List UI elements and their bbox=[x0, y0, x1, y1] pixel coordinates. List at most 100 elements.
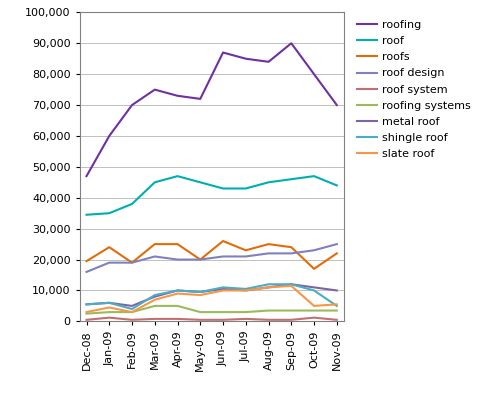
shingle roof bbox=[106, 300, 112, 305]
roof bbox=[265, 180, 271, 185]
Legend: roofing, roof, roofs, roof design, roof system, roofing systems, metal roof, shi: roofing, roof, roofs, roof design, roof … bbox=[355, 18, 473, 161]
metal roof bbox=[265, 285, 271, 290]
shingle roof bbox=[220, 285, 226, 290]
roof system bbox=[288, 317, 294, 322]
roofing systems bbox=[106, 310, 112, 315]
roof design bbox=[129, 260, 135, 265]
slate roof bbox=[106, 305, 112, 310]
slate roof bbox=[152, 297, 158, 302]
roofing bbox=[152, 87, 158, 92]
metal roof bbox=[106, 300, 112, 305]
Line: shingle roof: shingle roof bbox=[87, 284, 337, 309]
roof system bbox=[152, 316, 158, 321]
roof design bbox=[265, 251, 271, 256]
roof bbox=[334, 183, 340, 188]
roof system bbox=[311, 315, 317, 320]
shingle roof bbox=[129, 307, 135, 311]
Line: roofs: roofs bbox=[87, 241, 337, 269]
Line: roof system: roof system bbox=[87, 318, 337, 320]
roof bbox=[152, 180, 158, 185]
roofing bbox=[243, 56, 249, 61]
Line: metal roof: metal roof bbox=[87, 284, 337, 306]
slate roof bbox=[220, 288, 226, 293]
roof system bbox=[334, 317, 340, 322]
roof bbox=[311, 174, 317, 179]
roof system bbox=[197, 317, 203, 322]
roofing bbox=[311, 72, 317, 77]
roofs bbox=[152, 241, 158, 246]
roof system bbox=[84, 317, 90, 322]
Line: roof design: roof design bbox=[87, 244, 337, 272]
roof bbox=[288, 177, 294, 182]
roofing systems bbox=[197, 310, 203, 315]
metal roof bbox=[84, 302, 90, 307]
slate roof bbox=[288, 283, 294, 288]
roofing bbox=[288, 41, 294, 46]
slate roof bbox=[265, 285, 271, 290]
shingle roof bbox=[84, 302, 90, 307]
roofing systems bbox=[220, 310, 226, 315]
roof design bbox=[220, 254, 226, 259]
slate roof bbox=[174, 291, 180, 296]
roof design bbox=[174, 257, 180, 262]
Line: roofing: roofing bbox=[87, 43, 337, 176]
roofing systems bbox=[84, 311, 90, 316]
roof system bbox=[220, 317, 226, 322]
roofing systems bbox=[243, 310, 249, 315]
Line: roofing systems: roofing systems bbox=[87, 306, 337, 314]
roof design bbox=[288, 251, 294, 256]
roof bbox=[84, 212, 90, 217]
roofing systems bbox=[334, 308, 340, 313]
roof design bbox=[106, 260, 112, 265]
roofing bbox=[129, 103, 135, 108]
metal roof bbox=[220, 286, 226, 291]
roof design bbox=[197, 257, 203, 262]
roof bbox=[106, 211, 112, 216]
roofing systems bbox=[288, 308, 294, 313]
roofs bbox=[129, 260, 135, 265]
roofing bbox=[84, 174, 90, 179]
roofs bbox=[311, 267, 317, 272]
roof system bbox=[243, 316, 249, 321]
metal roof bbox=[311, 285, 317, 290]
roof bbox=[174, 174, 180, 179]
slate roof bbox=[311, 303, 317, 308]
metal roof bbox=[334, 288, 340, 293]
roofing systems bbox=[152, 303, 158, 308]
roof bbox=[129, 201, 135, 206]
roof system bbox=[129, 317, 135, 322]
roofing bbox=[174, 93, 180, 98]
Line: roof: roof bbox=[87, 176, 337, 215]
shingle roof bbox=[152, 293, 158, 297]
shingle roof bbox=[243, 286, 249, 291]
metal roof bbox=[197, 290, 203, 295]
roof system bbox=[106, 315, 112, 320]
metal roof bbox=[243, 288, 249, 293]
roofing systems bbox=[174, 303, 180, 308]
roof bbox=[243, 186, 249, 191]
roof design bbox=[311, 248, 317, 253]
roof bbox=[220, 186, 226, 191]
shingle roof bbox=[197, 290, 203, 295]
roofs bbox=[220, 239, 226, 243]
Line: slate roof: slate roof bbox=[87, 286, 337, 312]
shingle roof bbox=[311, 288, 317, 293]
roofing systems bbox=[311, 308, 317, 313]
roofing systems bbox=[129, 310, 135, 315]
roofs bbox=[84, 259, 90, 264]
roof system bbox=[174, 316, 180, 321]
roof design bbox=[243, 254, 249, 259]
roofing bbox=[106, 133, 112, 138]
roofs bbox=[265, 241, 271, 246]
slate roof bbox=[197, 293, 203, 297]
shingle roof bbox=[288, 282, 294, 287]
metal roof bbox=[288, 282, 294, 287]
metal roof bbox=[174, 288, 180, 293]
roofs bbox=[174, 241, 180, 246]
roof design bbox=[334, 241, 340, 246]
shingle roof bbox=[265, 282, 271, 287]
slate roof bbox=[84, 310, 90, 315]
roofing bbox=[197, 96, 203, 101]
slate roof bbox=[334, 302, 340, 307]
roofs bbox=[334, 251, 340, 256]
